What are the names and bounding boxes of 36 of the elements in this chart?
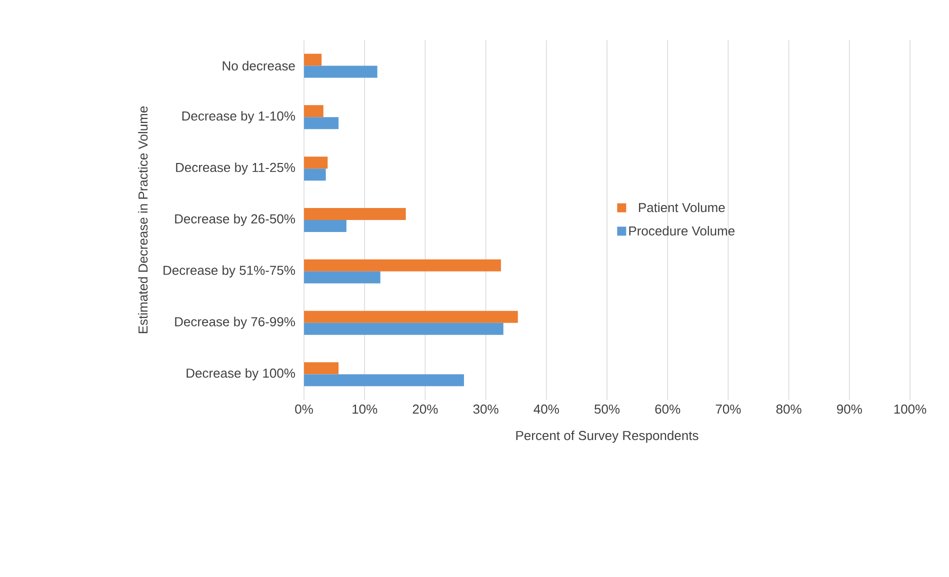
bar <box>304 310 518 323</box>
x-tick-label: 90% <box>837 404 862 414</box>
bar <box>304 66 378 78</box>
y-tick-label: Decrease by 11-25% <box>176 162 295 175</box>
bar <box>304 259 501 272</box>
y-tick-label: No decrease <box>222 60 295 70</box>
x-axis-title: Percent of Survey Respondents <box>516 430 698 443</box>
bar <box>304 374 464 386</box>
y-tick-label: Decrease by 1-10% <box>182 111 295 124</box>
bar <box>304 271 380 284</box>
x-tick-label: 10% <box>352 404 378 414</box>
x-tick-label: 30% <box>473 404 498 414</box>
x-tick-label: 20% <box>412 404 438 414</box>
bar <box>304 322 504 335</box>
x-tick-label: 70% <box>716 404 741 414</box>
x-tick-label: 80% <box>776 404 802 414</box>
bar <box>304 156 328 169</box>
x-tick-label: 60% <box>655 404 680 414</box>
y-tick-label: Decrease by 51%-75% <box>164 265 295 278</box>
y-tick-label: Decrease by 26-50% <box>175 214 295 226</box>
bar <box>304 220 346 232</box>
legend-label: Patient Volume <box>638 202 725 212</box>
bar <box>304 105 324 118</box>
x-tick-label: 40% <box>534 404 559 414</box>
bar <box>304 54 322 66</box>
legend-label: Procedure Volume <box>629 226 735 236</box>
bar <box>304 168 326 181</box>
x-tick-label: 0% <box>295 404 313 414</box>
x-tick-label: 100% <box>894 404 926 414</box>
y-tick-label: Decrease by 76-99% <box>175 316 295 329</box>
y-axis-title: Estimated Decrease in Practice Volume <box>138 106 148 334</box>
y-tick-label: Decrease by 100% <box>186 368 295 380</box>
bar <box>304 117 339 130</box>
bar <box>304 362 339 374</box>
x-tick-label: 50% <box>594 404 620 414</box>
bar <box>304 208 406 220</box>
